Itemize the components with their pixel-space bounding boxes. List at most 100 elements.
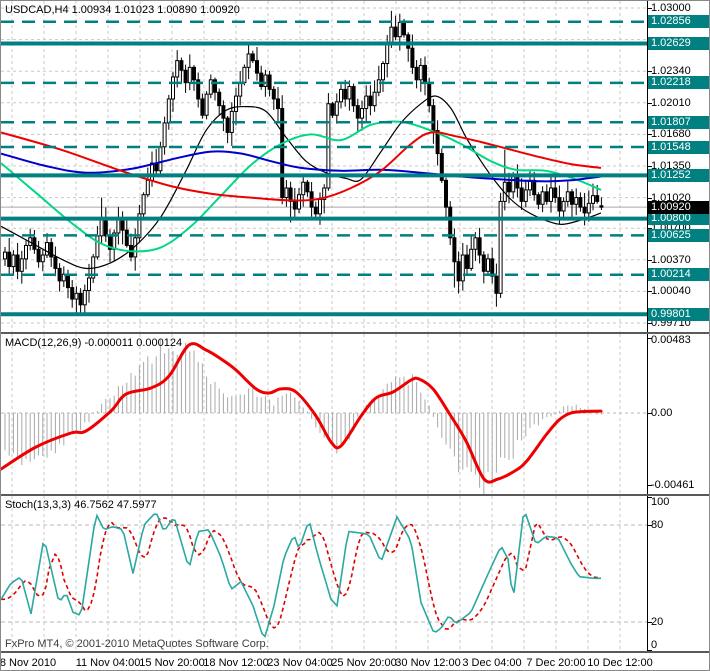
candle-bullish <box>561 200 566 212</box>
candle-bearish <box>456 261 461 282</box>
candle-bearish <box>444 179 448 208</box>
candle-bearish <box>553 187 558 199</box>
candle-bullish <box>511 175 516 193</box>
candle-bullish <box>11 254 16 268</box>
candle-bearish <box>250 53 255 62</box>
candle-bullish <box>498 200 503 294</box>
candle-bullish <box>208 79 213 95</box>
candle-bearish <box>280 108 285 199</box>
candle-bearish <box>507 181 511 193</box>
price-level-tag: 0.99801 <box>648 307 709 321</box>
chart-title: USDCAD,H4 1.00934 1.01023 1.00890 1.0092… <box>5 4 240 16</box>
macd-axis-label: 0.00 <box>651 407 673 419</box>
candle-bullish <box>322 187 327 200</box>
candle-bearish <box>435 130 440 155</box>
candle-bullish <box>242 66 247 84</box>
candle-bearish <box>57 267 62 282</box>
candle-bullish <box>40 254 45 263</box>
candle-bearish <box>515 175 520 189</box>
candle-bearish <box>557 197 562 212</box>
candle-bullish <box>19 258 24 272</box>
candle-bearish <box>355 105 360 119</box>
candle-bullish <box>301 181 306 196</box>
candle-bearish <box>200 98 205 116</box>
time-axis-label: 8 Nov 2010 <box>0 657 57 669</box>
candle-bullish <box>74 292 79 300</box>
candle-bullish <box>137 213 142 239</box>
candle-bearish <box>465 254 469 269</box>
ma-red <box>1 131 602 202</box>
candle-bullish <box>486 258 490 272</box>
price-axis-tick <box>647 134 652 136</box>
candle-bearish <box>124 229 129 246</box>
time-axis-label: 23 Nov 04:00 <box>267 657 333 669</box>
time-axis-label: 30 Nov 12:00 <box>395 657 461 669</box>
candle-bearish <box>292 200 297 210</box>
candle-bearish <box>196 79 201 100</box>
price-axis-label: 1.03000 <box>651 2 691 14</box>
price-level-tag: 1.00800 <box>648 212 709 226</box>
candle-bearish <box>276 98 280 110</box>
candle-bearish <box>267 74 272 90</box>
price-level-tag: 1.02629 <box>648 37 709 51</box>
macd-axis-tick <box>647 484 652 486</box>
candle-bearish <box>259 72 264 88</box>
candle-bullish <box>523 189 528 202</box>
stoch-pane[interactable] <box>1 496 647 651</box>
candle-bearish <box>53 256 58 269</box>
candle-bullish <box>318 198 322 215</box>
price-axis-tick <box>647 228 652 230</box>
candle-bullish <box>234 95 238 112</box>
macd-axis-label: 0.00483 <box>651 334 691 346</box>
candle-bullish <box>141 194 146 215</box>
candle-bearish <box>448 206 453 239</box>
price-level-tag: 1.01807 <box>648 115 709 129</box>
candle-bearish <box>439 153 444 181</box>
candle-bearish <box>36 248 41 263</box>
price-level-tag: 1.02218 <box>648 76 709 90</box>
candle-bearish <box>183 69 188 84</box>
candle-bullish <box>82 289 87 306</box>
candle-bullish <box>586 202 591 214</box>
price-level-tag: 1.00625 <box>648 228 709 242</box>
time-axis-label: 10 Dec 12:00 <box>587 657 653 669</box>
main-price-pane[interactable] <box>1 1 647 332</box>
candle-bearish <box>305 181 310 193</box>
candle-bullish <box>347 86 352 100</box>
candle-bearish <box>179 60 184 71</box>
price-axis-tick <box>647 8 652 9</box>
stoch-axis-tick <box>647 621 652 623</box>
time-axis-label: 3 Dec 04:00 <box>462 657 522 669</box>
candle-bearish <box>414 66 419 81</box>
candle-bearish <box>225 117 230 133</box>
candle-bearish <box>7 251 12 268</box>
price-axis-tick <box>647 102 652 104</box>
time-axis-label: 15 Nov 20:00 <box>139 657 205 669</box>
candle-bearish <box>410 47 415 68</box>
candle-bearish <box>599 205 604 208</box>
candle-bearish <box>271 88 276 100</box>
candle-bearish <box>431 105 436 132</box>
candle-bearish <box>544 191 549 202</box>
candle-bearish <box>15 254 20 272</box>
stoch-axis-label: 80 <box>651 518 664 531</box>
candle-bullish <box>385 43 390 65</box>
macd-axis-tick <box>647 338 652 339</box>
candle-bullish <box>175 60 180 78</box>
candle-bearish <box>368 95 373 107</box>
candle-bearish <box>477 237 482 256</box>
macd-pane[interactable] <box>1 334 647 494</box>
candle-bearish <box>313 206 318 215</box>
macd-pane-separator[interactable] <box>1 332 709 334</box>
stoch-axis-tick <box>647 524 652 526</box>
macd-axis-tick <box>647 413 652 414</box>
stoch-indicator-label: Stoch(13,3,3) 46.7562 47.5977 <box>5 499 157 511</box>
ma-blue <box>1 150 602 183</box>
candle-bullish <box>95 235 100 258</box>
stoch-pane-separator[interactable] <box>1 494 709 496</box>
candle-bullish <box>45 242 49 256</box>
platform-copyright: FxPro MT4, © 2001-2010 MetaQuotes Softwa… <box>5 638 269 650</box>
candle-bullish <box>473 237 478 250</box>
candle-bullish <box>376 79 381 93</box>
